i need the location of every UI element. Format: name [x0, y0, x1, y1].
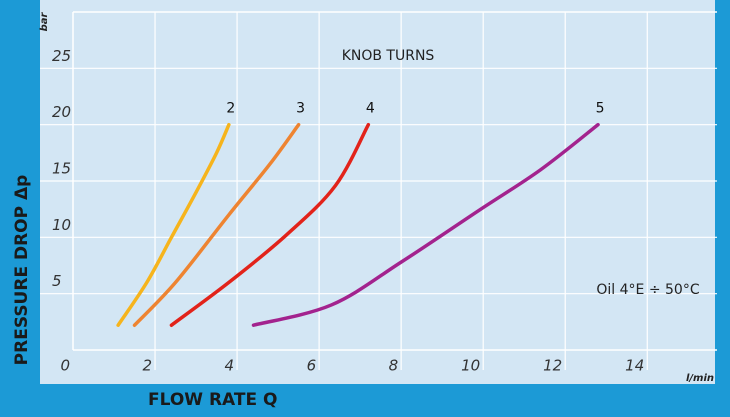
curve [169, 122, 371, 327]
y-axis-title: PRESSURE DROP Δp [12, 175, 32, 366]
x-tick-label: 12 [543, 357, 562, 375]
curve [116, 122, 231, 327]
y-tick-label: 20 [52, 103, 71, 121]
curve-label: 4 [366, 101, 375, 117]
annotation: KNOB TURNS [342, 48, 435, 64]
x-tick-label: 6 [307, 357, 317, 375]
curve [251, 122, 600, 327]
x-axis-title: FLOW RATE Q [148, 390, 277, 410]
curve-label: 5 [596, 101, 605, 117]
x-tick-label: 10 [461, 357, 480, 375]
x-tick-label: 8 [389, 357, 399, 375]
curve-label: 2 [226, 101, 235, 117]
annotation: Oil 4°E ÷ 50°C [596, 282, 699, 298]
curve-label: 3 [296, 101, 305, 117]
y-tick-label: 25 [52, 47, 71, 65]
plot-panel [40, 0, 715, 384]
y-tick-label: 5 [52, 272, 62, 290]
y-tick-label: 15 [52, 160, 71, 178]
y-tick-label: 10 [52, 216, 71, 234]
x-unit: l/min [686, 373, 714, 384]
y-unit: bar [39, 12, 50, 32]
x-tick-label: 2 [142, 357, 152, 375]
x-tick-label: 0 [60, 357, 70, 375]
x-tick-label: 4 [225, 357, 235, 375]
curve [132, 122, 301, 327]
x-tick-label: 14 [625, 357, 644, 375]
